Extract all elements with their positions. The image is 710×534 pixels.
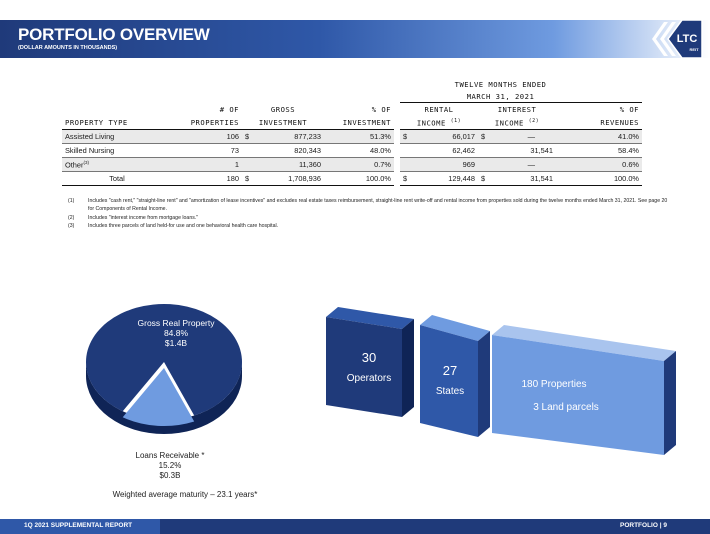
footer-left-band	[0, 519, 160, 534]
col-header-gross-1: GROSS	[270, 104, 296, 114]
cell-pct-inv: 51.3%	[324, 129, 394, 144]
cell-properties: 73	[172, 143, 242, 158]
portfolio-table-wrap: TWELVE MONTHS ENDED MARCH 31, 2021 # OF …	[62, 78, 643, 186]
pie-slice-loans-receivable	[122, 368, 195, 426]
cell-interest: $ —	[478, 129, 556, 144]
col-header-property-type: PROPERTY TYPE	[62, 116, 172, 130]
cell-property-type: Other(3)	[62, 157, 172, 172]
cell-gross: 11,360	[242, 157, 324, 172]
cell-total-rental: $129,448	[400, 171, 478, 186]
cell-pct-rev: 0.6%	[556, 157, 643, 172]
col-header-pct-rev-1: % OF	[619, 105, 640, 114]
col-header-rental-1: RENTAL	[424, 105, 454, 114]
cell-rental: $66,017	[400, 129, 478, 144]
table-row: Skilled Nursing 73 820,343 48.0% 62,462 …	[62, 143, 643, 158]
pie-loans-label: Loans Receivable * 15.2% $0.3B	[135, 451, 205, 480]
pie-slice-gross-real-property	[86, 304, 243, 416]
states-label: States	[435, 386, 465, 397]
col-header-properties-2: PROPERTIES	[172, 116, 242, 130]
weighted-average-maturity: Weighted average maturity – 23.1 years*	[112, 490, 258, 499]
cell-total-pct-inv: 100.0%	[324, 171, 394, 186]
cell-pct-inv: 0.7%	[324, 157, 394, 172]
land-parcels-count: 3 Land parcels	[533, 402, 599, 413]
operators-block-side	[402, 319, 414, 417]
cell-property-type: Skilled Nursing	[62, 143, 172, 158]
footnotes: (1) Includes "cash rent," "straight-line …	[68, 197, 668, 231]
period-header-line2: MARCH 31, 2021	[400, 90, 643, 103]
states-block-face	[420, 325, 478, 437]
col-header-pct-inv-2: INVESTMENT	[324, 116, 394, 130]
states-block-side	[478, 331, 490, 437]
properties-block-top	[492, 325, 676, 361]
logo-chevrons	[652, 22, 676, 56]
col-header-gross-2: INVESTMENT	[242, 116, 324, 130]
cell-pct-rev: 58.4%	[556, 143, 643, 158]
col-header-pct-rev-2: REVENUES	[556, 116, 643, 130]
logo-badge	[667, 19, 703, 59]
properties-count: 180 Properties	[521, 379, 587, 390]
logo-text: LTC	[677, 33, 698, 45]
properties-block	[492, 325, 676, 455]
stats-blocks-shapes	[326, 307, 676, 455]
cell-gross: $877,233	[242, 129, 324, 144]
footer-page: PORTFOLIO | 9	[620, 522, 667, 529]
period-header-line1: TWELVE MONTHS ENDED	[454, 79, 547, 89]
ltc-logo: LTC REIT	[652, 19, 703, 59]
page-subtitle: (DOLLAR AMOUNTS IN THOUSANDS)	[18, 45, 118, 51]
investment-pie-chart	[86, 304, 243, 434]
footer-report-name: 1Q 2021 SUPPLEMENTAL REPORT	[24, 522, 133, 529]
table-total-row: Total 180 $1,708,936 100.0% $129,448 $31…	[62, 171, 643, 186]
states-block-top	[420, 315, 490, 341]
cell-total-gross: $1,708,936	[242, 171, 324, 186]
logo-subtext: REIT	[689, 47, 699, 52]
operators-label: Operators	[346, 373, 392, 384]
col-header-pct-inv-1: % OF	[371, 104, 391, 114]
pie-gross-label: Gross Real Property 84.8% $1.4B	[137, 318, 215, 348]
operators-block	[326, 307, 414, 417]
operators-count: 30	[361, 350, 377, 365]
cell-total-label: Total	[62, 171, 172, 186]
cell-property-type: Assisted Living	[62, 129, 172, 144]
table-row: Other(3) 1 11,360 0.7% 969 — 0.6%	[62, 157, 643, 172]
cell-properties: 106	[172, 129, 242, 144]
col-header-interest-2: INCOME (2)	[478, 116, 556, 130]
cell-rental: 969	[400, 157, 478, 172]
states-block	[420, 315, 490, 437]
table-row: Assisted Living 106 $877,233 51.3% $66,0…	[62, 129, 643, 144]
page-title: PORTFOLIO OVERVIEW	[18, 25, 210, 44]
stats-blocks: 30 Operators 27 States 180 Properties 3 …	[326, 295, 676, 455]
operators-block-face	[326, 317, 402, 417]
footnote: (2) Includes "interest income from mortga…	[68, 214, 199, 221]
operators-block-top	[326, 307, 414, 329]
cell-pct-rev: 41.0%	[556, 129, 643, 144]
header-band	[0, 20, 710, 58]
cell-interest: —	[478, 157, 556, 172]
states-count: 27	[442, 363, 458, 378]
cell-total-pct-rev: 100.0%	[556, 171, 643, 186]
col-header-interest-1: INTEREST	[497, 105, 537, 114]
col-header-properties-1: # OF	[219, 104, 239, 114]
properties-block-side	[664, 351, 676, 455]
cell-total-interest: $31,541	[478, 171, 556, 186]
cell-properties: 1	[172, 157, 242, 172]
cell-gross: 820,343	[242, 143, 324, 158]
properties-block-face	[492, 335, 664, 455]
footer-band	[0, 519, 710, 534]
cell-interest: 31,541	[478, 143, 556, 158]
footnote: (3) Includes three parcels of land held-f…	[68, 223, 279, 230]
cell-total-properties: 180	[172, 171, 242, 186]
cell-rental: 62,462	[400, 143, 478, 158]
col-header-rental-2: INCOME (1)	[400, 116, 478, 130]
portfolio-table: TWELVE MONTHS ENDED MARCH 31, 2021 # OF …	[62, 78, 643, 186]
footnote: (1) Includes "cash rent," "straight-line …	[68, 198, 668, 213]
cell-pct-inv: 48.0%	[324, 143, 394, 158]
